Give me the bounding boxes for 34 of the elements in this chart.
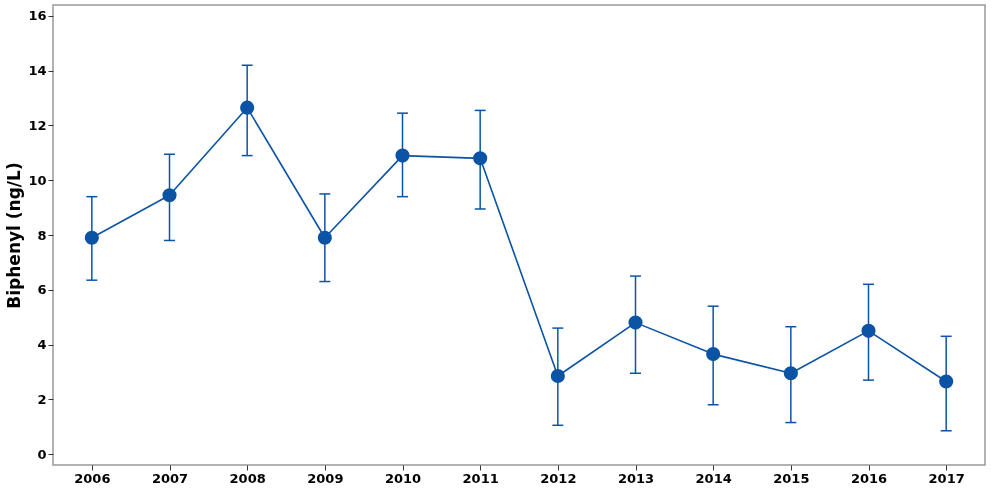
y-tick-label: 16: [28, 8, 47, 24]
point: [395, 148, 410, 163]
x-tick-label: 2011: [462, 470, 499, 486]
x-tick-label: 2007: [151, 470, 189, 486]
point: [783, 366, 798, 381]
y-tick-label: 6: [37, 282, 47, 298]
y-tick-label: 4: [37, 337, 47, 353]
x-tick-label: 2013: [617, 470, 655, 486]
x-tick-label: 2012: [540, 470, 577, 486]
point: [240, 100, 255, 115]
point: [317, 230, 332, 245]
x-tick-label: 2016: [850, 470, 888, 486]
point: [550, 368, 565, 384]
point: [628, 315, 643, 330]
y-tick-label: 12: [28, 117, 47, 133]
x-tick-label: 2009: [307, 470, 344, 486]
x-tick-label: 2017: [928, 470, 965, 486]
point: [84, 230, 99, 245]
x-tick-label: 2014: [695, 470, 732, 486]
point: [162, 188, 177, 203]
y-tick-label: 14: [28, 63, 47, 79]
y-tick-label: 8: [37, 227, 47, 243]
x-tick-label: 2010: [384, 470, 422, 486]
x-tick-label: 2015: [773, 470, 810, 486]
point: [706, 347, 721, 362]
x-tick-label: 2008: [229, 470, 266, 486]
y-tick-label: 0: [37, 446, 47, 462]
y-tick-label: 2: [37, 391, 47, 407]
y-tick-label: 10: [28, 172, 47, 188]
x-tick-label: 2006: [74, 470, 111, 486]
point: [473, 151, 488, 166]
point: [861, 323, 876, 338]
y-axis-title: Biphenyl (ng/L): [4, 162, 25, 309]
point: [939, 374, 954, 389]
